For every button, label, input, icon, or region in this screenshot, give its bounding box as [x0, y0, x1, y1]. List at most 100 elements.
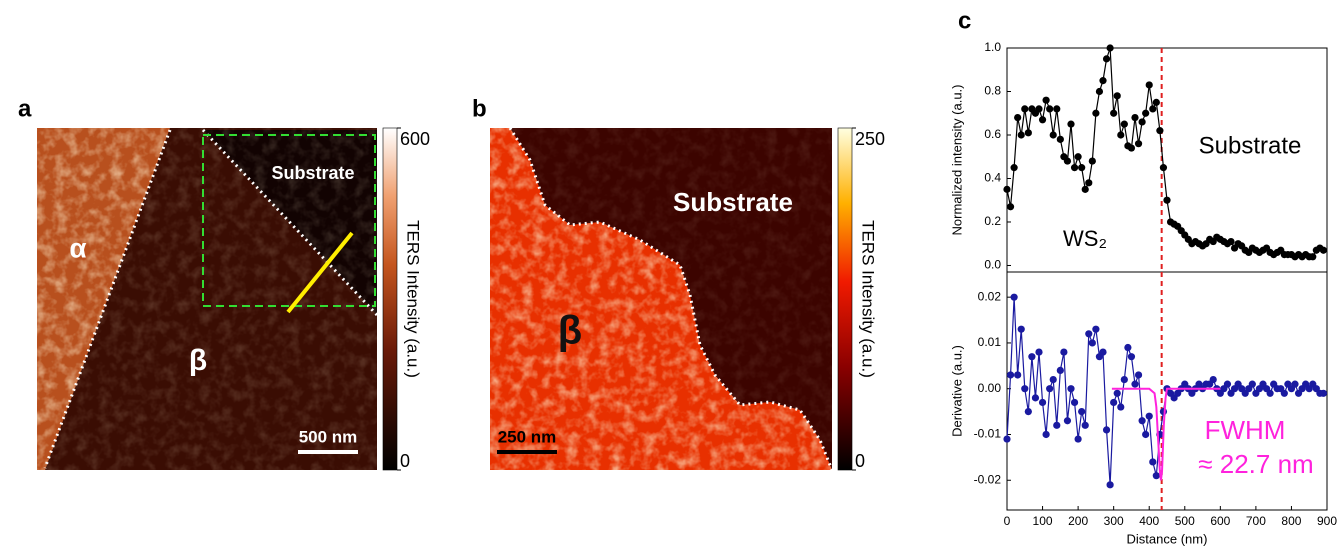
series-line [1111, 387, 1221, 481]
data-point [1021, 105, 1029, 113]
data-point [1017, 325, 1025, 333]
y-tick-label: 0.01 [978, 335, 1002, 349]
data-point [1117, 403, 1125, 411]
colorbar-tick-label: 250 [855, 129, 885, 149]
data-point [1159, 164, 1168, 172]
data-point [1266, 389, 1274, 397]
y-tick-label: 0.6 [984, 127, 1001, 141]
y-tick-label: 0.00 [978, 381, 1002, 395]
data-point [1074, 153, 1082, 161]
data-point [1081, 421, 1089, 429]
data-point [1046, 105, 1054, 113]
data-point [1010, 164, 1018, 172]
data-point [1031, 394, 1040, 402]
x-tick-label: 300 [1104, 514, 1124, 528]
colorbar-title: TERS Intensity (a.u.) [859, 220, 878, 378]
data-point [1280, 389, 1288, 397]
data-point [1106, 44, 1114, 52]
data-point [1113, 389, 1121, 397]
data-point [1067, 385, 1075, 393]
annotation: WS₂ [1063, 226, 1107, 251]
data-point [1049, 131, 1057, 139]
data-point [1049, 375, 1057, 384]
data-point [1127, 353, 1136, 361]
y-axis-label: Derivative (a.u.) [949, 345, 964, 437]
panel-label: a [18, 95, 32, 122]
plot-frame [1006, 271, 1328, 511]
map-a [37, 128, 377, 470]
plot-frame [1006, 47, 1328, 273]
colorbar-title: TERS Intensity (a.u.) [404, 220, 423, 378]
x-tick-label: 500 [1175, 514, 1195, 528]
data-point [1006, 203, 1015, 211]
data-point [1110, 109, 1118, 117]
data-point [1046, 385, 1054, 393]
colorbar-tick-label: 600 [400, 129, 430, 149]
panel-label: c [958, 7, 971, 34]
data-point [1124, 343, 1132, 352]
data-point [1078, 164, 1086, 172]
data-point [1014, 371, 1022, 379]
x-tick-label: 200 [1068, 514, 1088, 528]
data-point [1209, 375, 1217, 384]
data-point [1042, 430, 1050, 439]
data-point [1159, 407, 1168, 416]
data-point [1081, 185, 1089, 193]
x-tick-label: 900 [1317, 514, 1337, 528]
data-point [1152, 472, 1160, 480]
data-point [1120, 375, 1128, 384]
colorbar-tick-label: 0 [400, 451, 410, 471]
data-point [1035, 105, 1043, 113]
data-point [1085, 179, 1093, 187]
data-point [1028, 353, 1036, 361]
x-tick-label: 0 [1004, 514, 1011, 528]
data-point [1056, 366, 1064, 375]
y-tick-label: 0.02 [978, 289, 1002, 303]
data-point [1042, 96, 1050, 104]
data-point [1088, 157, 1096, 165]
data-point [1014, 113, 1022, 122]
data-point [1138, 417, 1146, 425]
colorbar-tick-label: 0 [855, 451, 865, 471]
data-point [1078, 407, 1086, 416]
y-tick-label: 0.8 [984, 84, 1001, 98]
data-point [1035, 348, 1043, 356]
data-point [1088, 339, 1096, 347]
map-label: β [558, 309, 582, 353]
data-point [1017, 131, 1025, 139]
data-point [1085, 330, 1093, 338]
y-axis-label: Normalized intensity (a.u.) [949, 85, 964, 236]
colorbar [837, 127, 853, 471]
data-point [1067, 120, 1075, 128]
data-point [1095, 87, 1104, 96]
data-point [1070, 398, 1079, 407]
data-point [1152, 98, 1160, 106]
data-point [1127, 144, 1136, 152]
data-point [1053, 421, 1061, 429]
data-point [1163, 196, 1171, 204]
data-point [1145, 81, 1153, 89]
data-point [1142, 109, 1150, 117]
panel-label: b [472, 95, 487, 122]
data-point [1003, 185, 1011, 193]
y-tick-label: -0.01 [974, 427, 1002, 441]
data-point [1248, 380, 1256, 388]
data-point [1102, 426, 1111, 434]
data-point [1309, 253, 1317, 261]
data-point [1113, 92, 1121, 100]
scale-bar-label: 250 nm [498, 427, 557, 446]
map-label: β [189, 344, 207, 377]
data-point [1149, 105, 1157, 113]
data-point [1223, 380, 1232, 388]
x-axis-label: Distance (nm) [1127, 531, 1208, 546]
data-point [1227, 237, 1235, 246]
data-point [1142, 430, 1150, 439]
data-point [1024, 129, 1032, 137]
data-point [1120, 120, 1128, 128]
x-tick-label: 400 [1139, 514, 1159, 528]
data-point [1134, 140, 1143, 148]
data-point [1038, 398, 1047, 407]
data-point [1110, 398, 1118, 407]
data-point [1092, 109, 1100, 117]
